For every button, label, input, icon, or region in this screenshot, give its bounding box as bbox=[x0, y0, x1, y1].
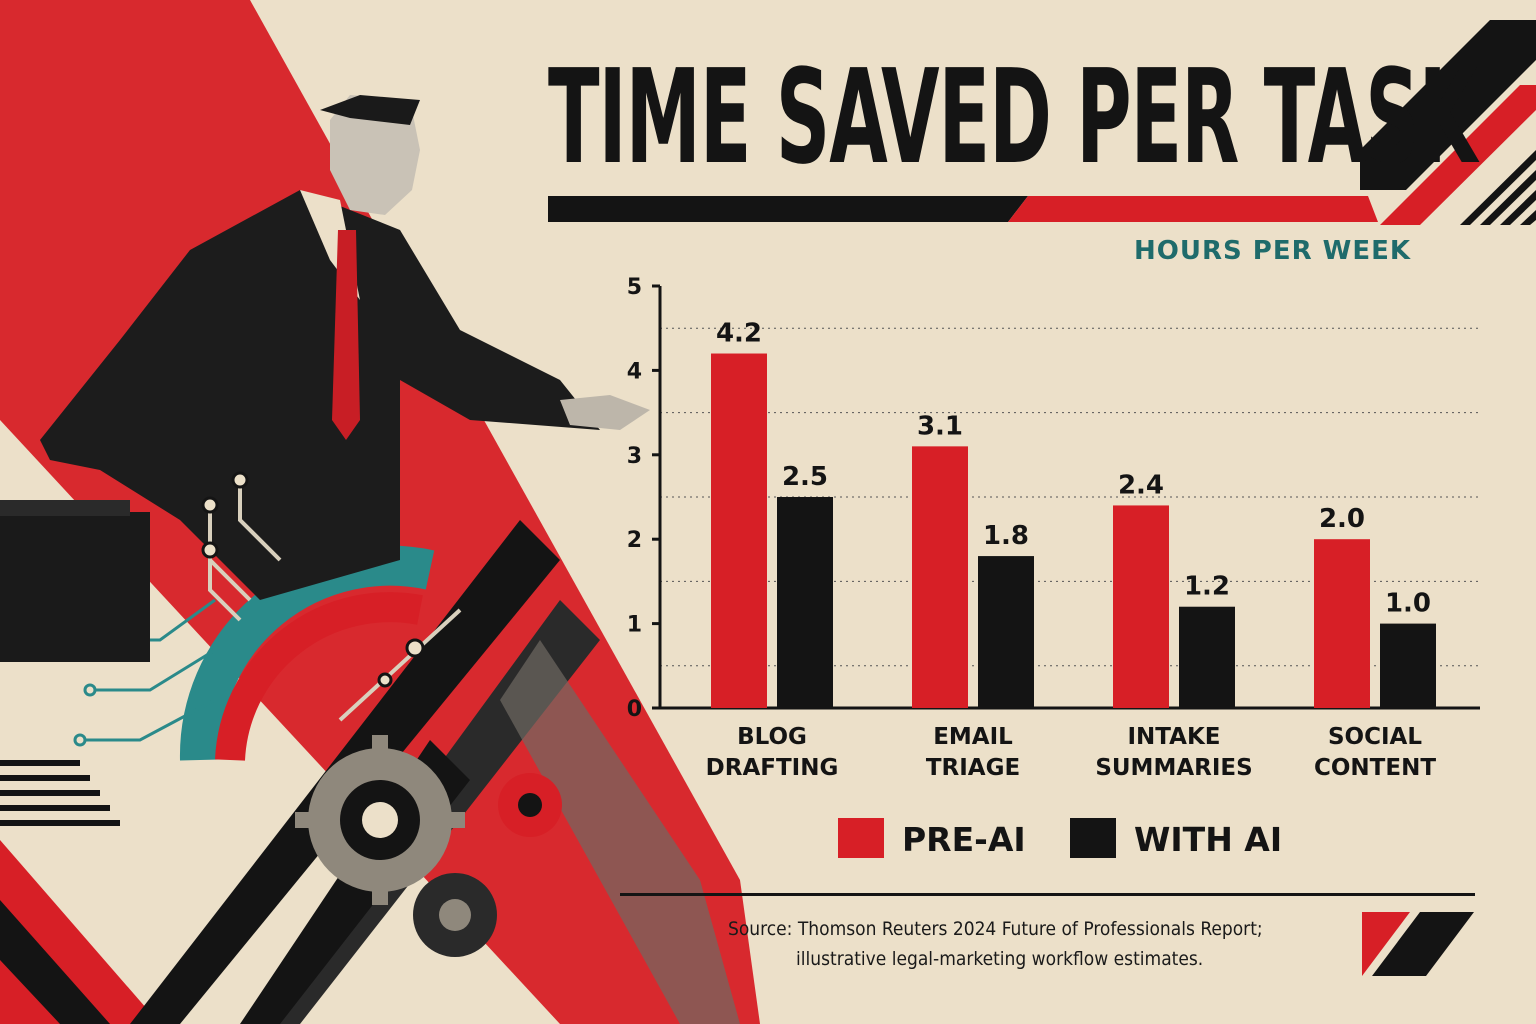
bar-pre-ai bbox=[1314, 539, 1370, 708]
x-tick-label: CONTENT bbox=[1314, 755, 1436, 781]
bar-with-ai bbox=[1380, 623, 1436, 708]
x-tick-label: DRAFTING bbox=[706, 755, 839, 781]
page-title: TIME SAVED PER TASK bbox=[548, 41, 1477, 194]
gear-icon bbox=[498, 773, 562, 837]
bar-with-ai bbox=[978, 556, 1034, 708]
bar-chart: 0 1 2 3 4 5 4.2 2.5 BLOG DRAFTING 3.1 1.8 EMAIL TRIAG… bbox=[627, 275, 1480, 859]
legend-swatch bbox=[1070, 818, 1116, 858]
title-underline bbox=[548, 196, 1378, 222]
bar-with-ai bbox=[777, 497, 833, 708]
x-tick-label: SOCIAL bbox=[1328, 724, 1422, 750]
bar-value-label: 2.5 bbox=[782, 462, 828, 492]
gear-icon bbox=[295, 735, 465, 905]
source-note-line1: Source: Thomson Reuters 2024 Future of P… bbox=[728, 918, 1263, 940]
bar-value-label: 3.1 bbox=[917, 411, 963, 441]
bar-value-label: 1.2 bbox=[1184, 572, 1230, 602]
footer-divider bbox=[620, 893, 1475, 896]
bar-pre-ai bbox=[711, 353, 767, 708]
footer-emblem bbox=[1362, 912, 1474, 976]
y-tick-label: 5 bbox=[627, 275, 642, 300]
bar-value-label: 4.2 bbox=[716, 319, 762, 349]
corner-stripes-decoration bbox=[1360, 20, 1536, 225]
x-tick-label: INTAKE bbox=[1127, 724, 1220, 750]
legend-swatch bbox=[838, 818, 884, 858]
bar-value-label: 2.4 bbox=[1118, 470, 1164, 500]
briefcase-icon bbox=[0, 512, 150, 662]
x-tick-label: TRIAGE bbox=[926, 755, 1020, 781]
legend-label: PRE-AI bbox=[902, 820, 1026, 859]
bar-value-label: 2.0 bbox=[1319, 504, 1365, 534]
source-note-line2: illustrative legal-marketing workflow es… bbox=[796, 948, 1204, 970]
y-tick-label: 0 bbox=[627, 697, 642, 722]
y-tick-label: 1 bbox=[627, 613, 642, 638]
legend-label: WITH AI bbox=[1134, 820, 1282, 859]
bar-pre-ai bbox=[1113, 505, 1169, 708]
bar-with-ai bbox=[1179, 606, 1235, 708]
bar-pre-ai bbox=[912, 446, 968, 708]
x-tick-label: SUMMARIES bbox=[1095, 755, 1252, 781]
y-tick-label: 3 bbox=[627, 444, 642, 469]
x-tick-label: EMAIL bbox=[933, 724, 1013, 750]
x-tick-label: BLOG bbox=[737, 724, 807, 750]
y-tick-label: 2 bbox=[627, 528, 642, 553]
bar-value-label: 1.8 bbox=[983, 521, 1029, 551]
bar-value-label: 1.0 bbox=[1385, 589, 1431, 619]
gear-icon bbox=[413, 873, 497, 957]
chart-unit-label: HOURS PER WEEK bbox=[1134, 236, 1412, 266]
y-tick-label: 4 bbox=[627, 359, 642, 384]
businessman-illustration bbox=[0, 0, 760, 1024]
